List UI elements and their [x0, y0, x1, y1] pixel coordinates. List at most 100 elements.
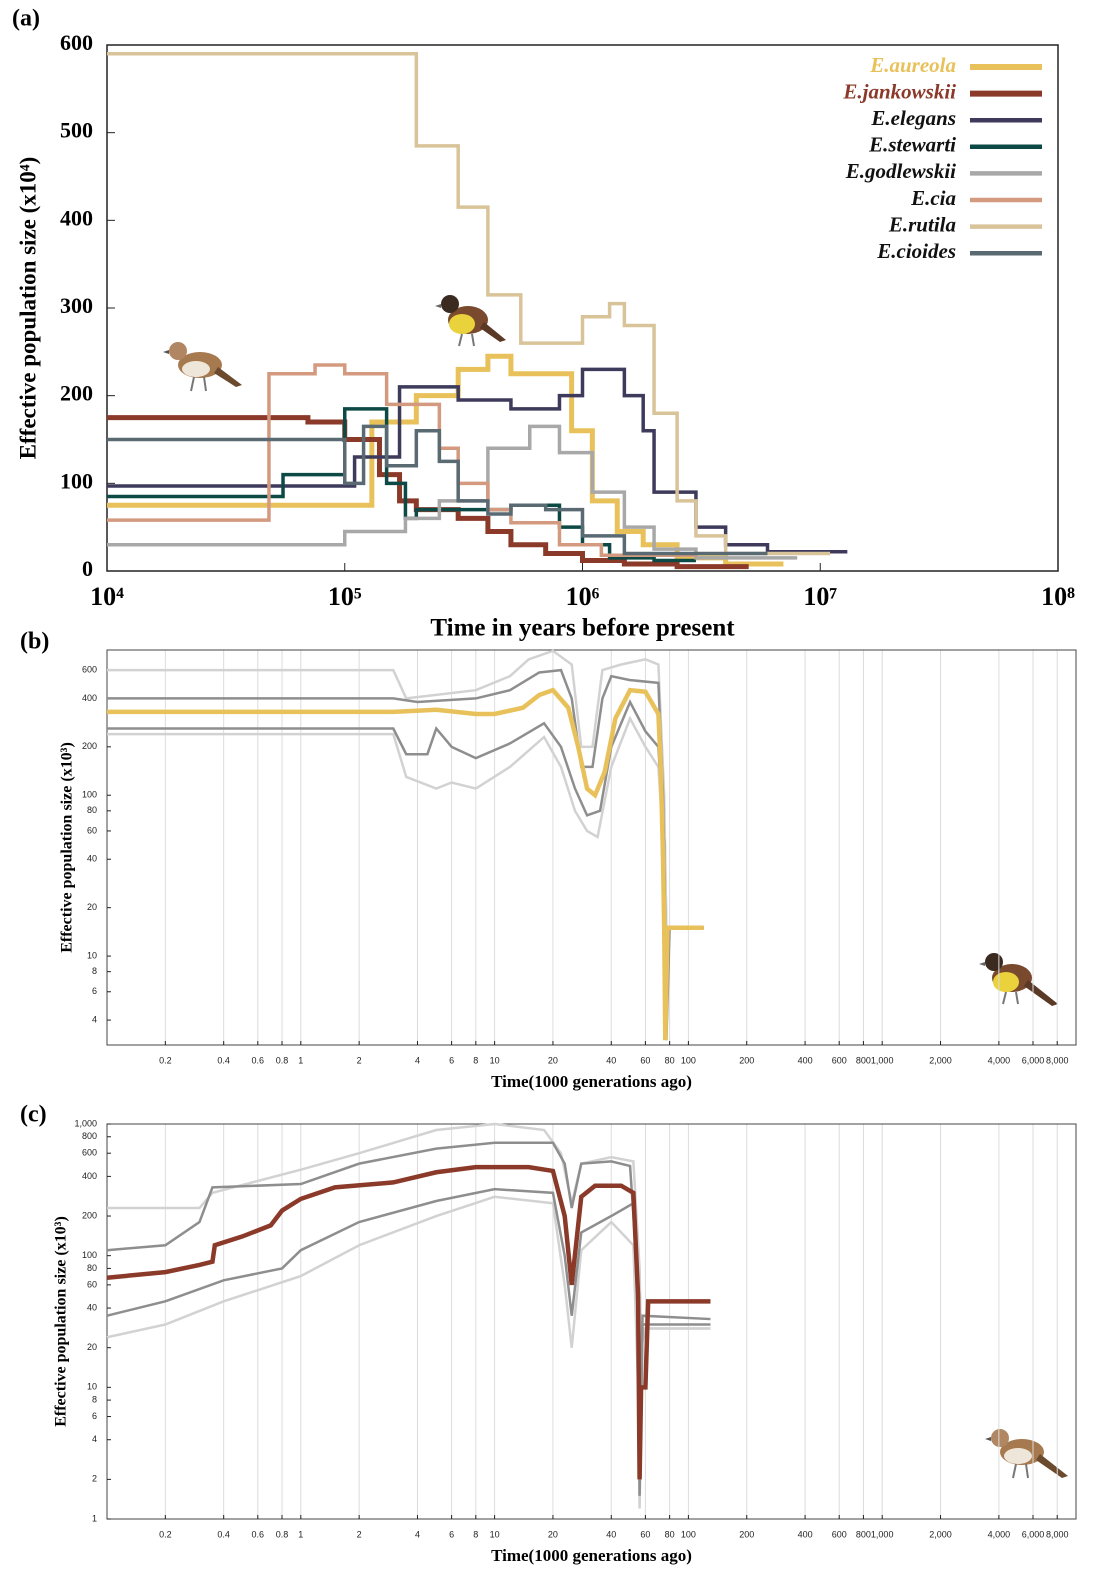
x-tick-label: 8 [473, 1055, 478, 1065]
y-tick-label: 600 [82, 1148, 97, 1158]
y-tick-label: 40 [87, 1302, 97, 1312]
series-line [107, 687, 704, 1041]
legend-label: E.godlewskii [845, 159, 956, 183]
x-tick-label: 60 [640, 1529, 650, 1539]
x-tick-label: 400 [798, 1055, 813, 1065]
plot-frame [106, 1123, 1077, 1520]
x-tick-label: 8 [473, 1529, 478, 1539]
x-tick-label: 10⁴ [90, 582, 124, 611]
y-tick-label: 10 [87, 1382, 97, 1392]
y-tick-label: 60 [87, 825, 97, 835]
y-tick-label: 8 [92, 1394, 97, 1404]
x-tick-label: 4,000 [988, 1055, 1011, 1065]
series-line [107, 353, 784, 567]
legend-label: E.elegans [870, 106, 956, 130]
x-tick-label: 600 [832, 1529, 847, 1539]
x-tick-label: 6,000 [1022, 1529, 1045, 1539]
y-tick-label: 100 [82, 1250, 97, 1260]
legend-label: E.stewarti [868, 133, 956, 157]
x-tick-label: 10 [490, 1529, 500, 1539]
x-tick-label: 4,000 [988, 1529, 1011, 1539]
series-line [107, 424, 798, 560]
bird-icon [435, 295, 506, 347]
y-axis-label: Effective population size (x10³) [59, 742, 76, 953]
legend-label: E.cioides [876, 239, 956, 263]
y-tick-label: 6 [92, 986, 97, 996]
x-tick-label: 100 [681, 1529, 696, 1539]
x-tick-label: 40 [606, 1529, 616, 1539]
y-tick-label: 300 [60, 293, 93, 318]
y-tick-label: 4 [92, 1014, 97, 1024]
y-tick-label: 0 [82, 556, 93, 581]
y-axis-label: Effective population size (x10⁴) [15, 157, 40, 460]
y-tick-label: 100 [82, 790, 97, 800]
x-tick-label: 10⁷ [803, 582, 837, 611]
x-tick-label: 20 [548, 1529, 558, 1539]
x-tick-label: 0.6 [252, 1055, 265, 1065]
x-tick-label: 2 [357, 1055, 362, 1065]
x-tick-label: 20 [548, 1055, 558, 1065]
series-line [107, 52, 831, 556]
y-tick-label: 2 [92, 1474, 97, 1484]
series-line [107, 367, 848, 554]
x-tick-label: 1 [298, 1055, 303, 1065]
y-tick-label: 1 [92, 1513, 97, 1523]
y-tick-label: 200 [60, 381, 93, 406]
y-axis-label: Effective population size (x10³) [53, 1216, 70, 1427]
x-tick-label: 10⁶ [566, 582, 600, 611]
x-tick-label: 0.8 [276, 1055, 289, 1065]
y-tick-label: 80 [87, 1263, 97, 1273]
panel-label: (c) [20, 1102, 47, 1128]
x-tick-label: 100 [681, 1055, 696, 1065]
x-tick-label: 2 [357, 1529, 362, 1539]
x-tick-label: 0.6 [252, 1529, 265, 1539]
x-axis-label: Time(1000 generations ago) [491, 1546, 692, 1565]
x-axis-label: Time in years before present [430, 615, 735, 642]
y-tick-label: 600 [82, 664, 97, 674]
y-tick-label: 20 [87, 902, 97, 912]
x-tick-label: 800 [856, 1055, 871, 1065]
x-tick-label: 10⁵ [328, 582, 362, 611]
series-line [107, 424, 768, 556]
x-tick-label: 1 [298, 1529, 303, 1539]
x-tick-label: 0.8 [276, 1529, 289, 1539]
x-tick-label: 10⁸ [1041, 582, 1075, 611]
x-tick-label: 0.2 [159, 1055, 172, 1065]
y-tick-label: 40 [87, 854, 97, 864]
x-tick-label: 0.4 [217, 1055, 230, 1065]
x-tick-label: 1,000 [871, 1055, 894, 1065]
panel-label: (a) [12, 6, 40, 32]
y-tick-label: 600 [60, 30, 93, 55]
y-tick-label: 10 [87, 950, 97, 960]
y-tick-label: 500 [60, 118, 93, 143]
series-line [106, 1164, 711, 1480]
x-tick-label: 80 [665, 1529, 675, 1539]
x-tick-label: 6 [449, 1055, 454, 1065]
x-tick-label: 10 [490, 1055, 500, 1065]
y-tick-label: 200 [82, 741, 97, 751]
x-tick-label: 1,000 [871, 1529, 894, 1539]
x-tick-label: 6,000 [1022, 1055, 1045, 1065]
y-tick-label: 400 [82, 693, 97, 703]
x-tick-label: 40 [606, 1055, 616, 1065]
x-tick-label: 200 [739, 1055, 754, 1065]
plot-frame [106, 649, 1077, 1046]
x-tick-label: 2,000 [929, 1055, 952, 1065]
y-tick-label: 1,000 [74, 1118, 97, 1128]
y-tick-label: 8 [92, 966, 97, 976]
x-tick-label: 800 [856, 1529, 871, 1539]
y-tick-label: 400 [60, 205, 93, 230]
x-tick-label: 0.2 [159, 1529, 172, 1539]
y-tick-label: 80 [87, 805, 97, 815]
series-line [107, 363, 696, 557]
x-tick-label: 0.4 [217, 1529, 230, 1539]
y-tick-label: 800 [82, 1131, 97, 1141]
x-tick-label: 400 [798, 1529, 813, 1539]
x-axis-label: Time(1000 generations ago) [491, 1072, 692, 1091]
y-tick-label: 6 [92, 1411, 97, 1421]
x-tick-label: 6 [449, 1529, 454, 1539]
legend-label: E.aureola [869, 53, 956, 77]
x-tick-label: 4 [415, 1055, 420, 1065]
bird-icon [979, 953, 1058, 1006]
